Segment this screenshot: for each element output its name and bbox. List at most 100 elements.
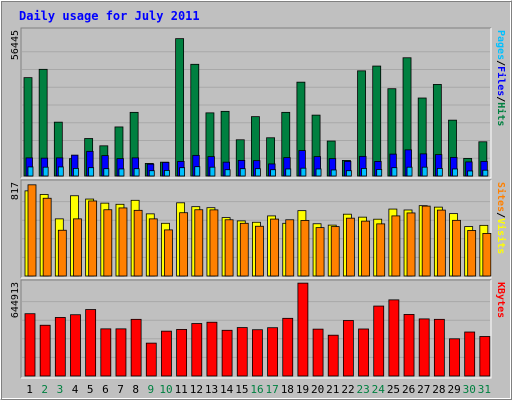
bar-kbytes-day-30 <box>464 331 476 377</box>
bar-sites-day-24 <box>376 223 386 277</box>
x-tick-label: 8 <box>132 383 139 396</box>
x-tick-label: 12 <box>190 383 203 396</box>
panel-kbytes-series-legend: KBytes <box>495 282 506 318</box>
bar-hits-day-11 <box>175 38 185 177</box>
x-tick-label: 20 <box>311 383 324 396</box>
bar-pages-day-17 <box>270 169 276 177</box>
bar-kbytes-day-23 <box>358 328 369 377</box>
bar-sites-day-9 <box>148 218 158 277</box>
bar-kbytes-day-19 <box>297 282 309 377</box>
legend-separator: / <box>495 212 506 218</box>
legend-label-files: Files <box>495 66 507 96</box>
bar-pages-day-31 <box>482 169 489 177</box>
panel-visits-ymax-label: 817 <box>10 182 21 200</box>
bar-sites-day-10 <box>164 229 173 277</box>
bar-kbytes-day-25 <box>388 299 400 377</box>
legend-label-pages: Pages <box>495 30 506 60</box>
bar-pages-day-25 <box>391 167 398 177</box>
bar-pages-day-14 <box>224 169 231 177</box>
x-tick-label: 17 <box>266 383 279 396</box>
bar-kbytes-day-17 <box>267 327 278 377</box>
bar-kbytes-day-12 <box>191 323 203 377</box>
panel-hits-light-edge <box>21 28 492 179</box>
x-tick-label: 31 <box>478 383 491 396</box>
x-tick-label: 16 <box>250 383 263 396</box>
bar-kbytes-day-2 <box>39 324 51 377</box>
x-tick-label: 6 <box>102 383 109 396</box>
bar-kbytes-day-3 <box>54 317 66 377</box>
panel-visits-shadow-edge <box>20 179 491 278</box>
x-tick-label: 11 <box>175 383 188 396</box>
bar-kbytes-day-8 <box>130 318 142 377</box>
bar-kbytes-day-31 <box>479 336 491 377</box>
bar-pages-day-23 <box>361 168 367 177</box>
bar-sites-day-30 <box>467 230 477 277</box>
series-hits <box>23 38 488 177</box>
x-tick-label: 14 <box>220 383 234 396</box>
bar-pages-day-7 <box>118 168 125 177</box>
bar-sites-day-15 <box>239 222 249 277</box>
x-tick-label: 28 <box>432 383 445 396</box>
bar-sites-day-6 <box>103 209 113 277</box>
bar-sites-day-7 <box>118 207 128 277</box>
bar-sites-day-31 <box>482 233 492 277</box>
bar-sites-day-23 <box>361 220 370 277</box>
x-tick-label: 18 <box>281 383 294 396</box>
x-tick-label: 22 <box>341 383 354 396</box>
panel-hits: 56445 Pages/Files/Hits <box>10 27 507 179</box>
bar-pages-day-13 <box>209 166 216 177</box>
bar-sites-day-26 <box>406 212 416 277</box>
bar-kbytes-day-7 <box>115 328 127 377</box>
x-tick-labels: 1 2 3 4 5 6 7 8 9 10 11 12 13 14 15 16 17 18 19 20 21 22 23 24 2… <box>26 383 491 396</box>
bar-pages-day-4 <box>73 168 79 177</box>
bar-pages-day-30 <box>467 170 474 177</box>
bar-kbytes-day-16 <box>252 329 263 377</box>
bar-pages-day-5 <box>88 167 95 177</box>
x-tick-label: 25 <box>387 383 400 396</box>
bar-sites-day-3 <box>57 229 67 277</box>
x-tick-label: 27 <box>417 383 430 396</box>
bar-pages-day-2 <box>42 166 49 177</box>
bar-pages-day-6 <box>103 168 110 177</box>
bar-kbytes-day-1 <box>24 313 36 377</box>
x-tick-label: 26 <box>402 383 415 396</box>
bar-pages-day-12 <box>194 166 201 177</box>
bar-pages-day-26 <box>406 166 413 177</box>
bar-pages-day-1 <box>27 166 34 177</box>
bar-hits-day-24 <box>372 65 382 177</box>
bar-sites-day-19 <box>300 220 310 277</box>
bar-sites-day-1 <box>27 184 37 277</box>
bar-pages-day-9 <box>148 170 155 177</box>
x-tick-label: 19 <box>296 383 309 396</box>
bar-sites-day-29 <box>452 219 461 277</box>
bar-kbytes-day-24 <box>373 305 385 377</box>
x-tick-label: 23 <box>357 383 370 396</box>
x-tick-label: 4 <box>72 383 79 396</box>
bar-pages-day-19 <box>300 167 307 177</box>
bar-kbytes-day-22 <box>342 320 354 377</box>
bar-sites-day-27 <box>421 205 431 277</box>
bar-sites-day-5 <box>88 200 98 277</box>
bar-pages-day-8 <box>133 168 140 177</box>
bar-sites-day-28 <box>436 209 446 277</box>
x-tick-label: 9 <box>148 383 155 396</box>
bar-sites-day-16 <box>255 225 264 277</box>
bar-pages-day-16 <box>255 168 261 177</box>
bar-kbytes-day-4 <box>70 314 81 377</box>
bar-kbytes-day-6 <box>100 328 112 377</box>
bar-sites-day-13 <box>209 209 219 277</box>
panel-hits-series-legend: Pages/Files/Hits <box>495 30 507 126</box>
x-tick-label: 1 <box>26 383 33 396</box>
legend-label-hits: Hits <box>495 102 507 126</box>
bar-pages-day-29 <box>452 168 458 177</box>
panel-kbytes-ymax-label: 644913 <box>10 282 21 318</box>
panel-visits: 817 Sites/Visits <box>10 179 507 279</box>
legend-label-kbytes: KBytes <box>495 282 506 318</box>
bar-kbytes-day-18 <box>282 317 294 377</box>
panel-kbytes-light-edge <box>21 280 492 379</box>
x-tick-label: 21 <box>326 383 339 396</box>
bar-pages-day-18 <box>285 168 292 177</box>
bar-kbytes-day-21 <box>327 334 339 377</box>
